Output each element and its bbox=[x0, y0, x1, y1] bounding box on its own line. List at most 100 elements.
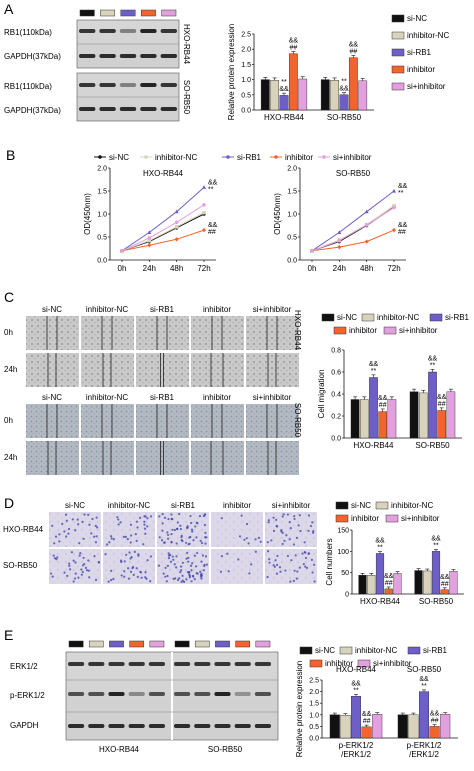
stained-cell bbox=[124, 535, 127, 538]
bar bbox=[418, 392, 428, 439]
stained-cell bbox=[171, 555, 174, 558]
bar bbox=[329, 714, 340, 739]
transwell-column-label: si-NC bbox=[65, 501, 85, 510]
stained-cell bbox=[203, 513, 206, 516]
stained-cell bbox=[95, 516, 98, 519]
y-tick-label: 1.5 bbox=[309, 701, 319, 708]
stained-cell bbox=[205, 563, 208, 566]
stained-cell bbox=[309, 524, 313, 528]
scratch-image bbox=[246, 316, 299, 350]
scratch-image bbox=[26, 316, 79, 350]
stained-cell bbox=[272, 564, 275, 567]
stained-cell bbox=[185, 578, 188, 581]
transwell-image bbox=[157, 549, 209, 584]
significance-mark: ## bbox=[441, 581, 449, 588]
blot-band bbox=[160, 107, 177, 111]
stained-cell bbox=[243, 538, 246, 541]
stained-cell bbox=[93, 535, 96, 538]
legend-label: si-NC bbox=[407, 14, 427, 23]
stained-cell bbox=[87, 569, 90, 572]
stained-cell bbox=[292, 543, 296, 546]
stained-cell bbox=[143, 523, 146, 526]
stained-cell bbox=[167, 556, 171, 560]
scratch-column-label: inhibitor-NC bbox=[86, 305, 128, 314]
bar bbox=[384, 588, 393, 595]
stained-cell bbox=[68, 564, 71, 567]
stained-cell bbox=[195, 536, 198, 539]
x-tick-label: 48h bbox=[170, 264, 183, 273]
stained-cell bbox=[301, 552, 304, 555]
data-point bbox=[337, 238, 342, 243]
scratch-image bbox=[191, 353, 244, 387]
stained-cell bbox=[51, 575, 54, 578]
stained-cell bbox=[82, 537, 85, 540]
y-tick-label: 150 bbox=[337, 528, 349, 535]
stained-cell bbox=[189, 535, 192, 539]
stained-cell bbox=[307, 529, 310, 532]
y-tick-label: 100 bbox=[337, 549, 349, 556]
stained-cell bbox=[81, 564, 85, 567]
significance-mark: && bbox=[384, 573, 394, 580]
stained-cell bbox=[129, 541, 132, 544]
x-tick-label: /ERK1/2 bbox=[341, 750, 371, 759]
y-tick-label: 0.0 bbox=[287, 258, 297, 265]
stained-cell bbox=[195, 521, 198, 524]
stained-cell bbox=[167, 552, 170, 555]
stained-cell bbox=[52, 554, 55, 557]
lane-swatch bbox=[68, 640, 84, 648]
x-tick-label: 24h bbox=[333, 264, 346, 273]
stained-cell bbox=[73, 577, 77, 580]
stained-cell bbox=[55, 558, 58, 561]
bar bbox=[350, 399, 360, 439]
stained-cell bbox=[171, 528, 174, 531]
bar bbox=[367, 575, 376, 595]
stained-cell bbox=[170, 513, 173, 516]
y-tick-label: 2.5 bbox=[241, 32, 251, 39]
blot-row-label: GAPDH(37kDa) bbox=[4, 106, 61, 115]
stained-cell bbox=[112, 538, 115, 541]
chart-b-so: 0.0 0.5 1.0 1.5 2.0 0h 24h 48h 72h SO-RB50 OD(450n… bbox=[273, 166, 408, 274]
stained-cell bbox=[288, 538, 291, 541]
stained-cell bbox=[149, 555, 152, 558]
blot-band bbox=[108, 724, 125, 728]
stained-cell bbox=[188, 576, 191, 579]
stained-cell bbox=[194, 525, 197, 528]
x-tick-label: SO-RB50 bbox=[419, 597, 454, 606]
stained-cell bbox=[136, 526, 139, 529]
stained-cell bbox=[178, 577, 181, 580]
stained-cell bbox=[68, 562, 71, 565]
scratch-column-label: si+inhibitor bbox=[253, 305, 292, 314]
blot-band bbox=[140, 29, 157, 33]
stained-cell bbox=[123, 575, 126, 578]
panel-c-letter: C bbox=[4, 289, 14, 305]
stained-cell bbox=[139, 571, 142, 574]
stained-cell bbox=[129, 523, 133, 526]
blot-band bbox=[68, 662, 85, 666]
stained-cell bbox=[276, 563, 279, 566]
stained-cell bbox=[127, 577, 131, 580]
stained-cell bbox=[188, 573, 191, 576]
y-tick-label: 0.8 bbox=[331, 348, 341, 355]
legend-marker bbox=[274, 155, 278, 159]
stained-cell bbox=[119, 521, 122, 524]
significance-mark: && bbox=[375, 538, 385, 545]
y-tick-label: 1.0 bbox=[241, 77, 251, 84]
stained-cell bbox=[193, 578, 196, 581]
transwell-image bbox=[103, 512, 155, 547]
stained-cell bbox=[247, 542, 250, 545]
scratch-image bbox=[26, 404, 79, 438]
scratch-column-label: si-RB1 bbox=[150, 393, 175, 402]
stained-cell bbox=[273, 565, 276, 568]
series-line bbox=[311, 229, 395, 252]
legend-swatch bbox=[335, 501, 349, 510]
x-tick-label: 0h bbox=[308, 264, 317, 273]
bar bbox=[359, 399, 369, 439]
stained-cell bbox=[175, 566, 178, 569]
data-point bbox=[337, 230, 342, 234]
stained-cell bbox=[136, 575, 139, 578]
lane-swatch bbox=[149, 640, 165, 648]
x-tick-label: 72h bbox=[197, 264, 210, 273]
stained-cell bbox=[187, 560, 190, 563]
significance-mark: && bbox=[378, 395, 388, 402]
stained-cell bbox=[245, 522, 249, 526]
